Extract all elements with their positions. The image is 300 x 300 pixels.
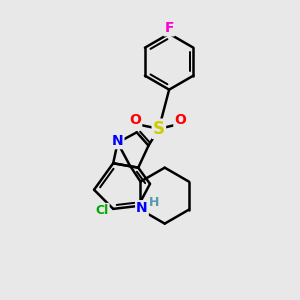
Text: F: F xyxy=(164,21,174,35)
Text: Cl: Cl xyxy=(95,204,109,217)
Text: S: S xyxy=(153,120,165,138)
Text: O: O xyxy=(129,113,141,127)
Text: H: H xyxy=(148,196,159,209)
Text: N: N xyxy=(136,201,148,215)
Text: N: N xyxy=(112,134,123,148)
Text: O: O xyxy=(174,113,186,127)
